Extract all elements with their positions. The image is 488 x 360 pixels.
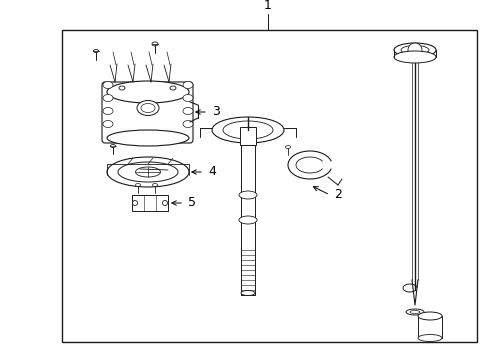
Ellipse shape — [183, 94, 193, 102]
Ellipse shape — [405, 309, 423, 315]
Ellipse shape — [103, 81, 113, 89]
Ellipse shape — [103, 94, 113, 102]
Ellipse shape — [417, 312, 441, 320]
FancyBboxPatch shape — [102, 82, 193, 143]
Bar — [240, 127, 256, 145]
Ellipse shape — [135, 184, 140, 186]
Ellipse shape — [103, 108, 113, 114]
Ellipse shape — [170, 86, 176, 90]
Ellipse shape — [103, 121, 113, 127]
Ellipse shape — [417, 334, 441, 342]
Ellipse shape — [239, 191, 257, 199]
Bar — [241, 145, 254, 295]
Ellipse shape — [132, 201, 137, 206]
Ellipse shape — [212, 117, 284, 143]
Text: 5: 5 — [187, 197, 196, 210]
Ellipse shape — [93, 49, 98, 53]
Ellipse shape — [183, 121, 193, 127]
Ellipse shape — [162, 201, 167, 206]
Ellipse shape — [409, 310, 419, 314]
Ellipse shape — [107, 157, 189, 187]
Ellipse shape — [107, 130, 189, 146]
Ellipse shape — [183, 81, 193, 89]
Bar — [62, 30, 476, 342]
Text: 4: 4 — [207, 166, 215, 179]
Ellipse shape — [183, 108, 193, 114]
Bar — [417, 316, 441, 338]
Ellipse shape — [141, 104, 155, 112]
Ellipse shape — [241, 291, 254, 296]
Ellipse shape — [107, 81, 189, 103]
Text: 3: 3 — [212, 105, 220, 118]
Ellipse shape — [152, 42, 158, 46]
Ellipse shape — [400, 45, 428, 54]
Ellipse shape — [118, 162, 178, 182]
Ellipse shape — [223, 121, 272, 139]
Ellipse shape — [393, 51, 435, 63]
Ellipse shape — [110, 144, 115, 148]
Ellipse shape — [135, 167, 160, 177]
Circle shape — [407, 43, 421, 57]
Ellipse shape — [137, 100, 159, 116]
Text: 1: 1 — [264, 0, 271, 12]
Ellipse shape — [119, 86, 125, 90]
Ellipse shape — [152, 184, 157, 186]
Bar — [132, 195, 168, 211]
Ellipse shape — [393, 43, 435, 57]
Text: 2: 2 — [333, 189, 341, 202]
Ellipse shape — [239, 216, 257, 224]
Ellipse shape — [285, 145, 290, 148]
